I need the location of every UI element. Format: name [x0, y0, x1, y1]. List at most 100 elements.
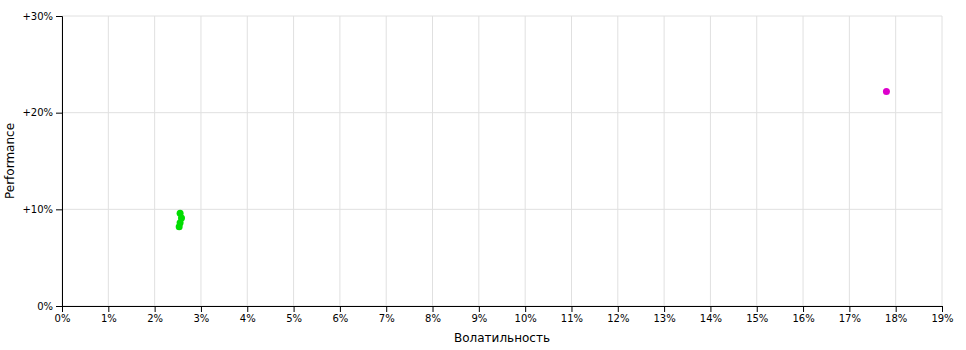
- grid-line-x: [664, 16, 665, 306]
- x-tick-label: 12%: [607, 313, 629, 324]
- grid-line-x: [200, 16, 201, 306]
- x-tick: 16%: [792, 306, 814, 324]
- grid-line-x: [803, 16, 804, 306]
- y-axis: 0% +10% +20% +30%: [22, 11, 62, 312]
- x-tick: 4%: [240, 306, 256, 324]
- x-tick-mark: [942, 306, 943, 312]
- x-tick-label: 15%: [746, 313, 768, 324]
- grid-line-x: [154, 16, 155, 306]
- grid-line-x: [525, 16, 526, 306]
- grid-line-x: [895, 16, 896, 306]
- y-axis-line: [56, 17, 63, 307]
- x-tick-label: 19%: [931, 313, 953, 324]
- point: [176, 223, 183, 230]
- x-tick-label: 2%: [147, 313, 163, 324]
- series: [883, 88, 890, 95]
- x-tick-label: 4%: [240, 313, 256, 324]
- x-tick-mark: [108, 306, 109, 312]
- x-tick-mark: [247, 306, 248, 312]
- x-tick-mark: [525, 306, 526, 312]
- grid-line-x: [710, 16, 711, 306]
- x-tick-label: 1%: [101, 313, 117, 324]
- x-tick-mark: [201, 306, 202, 312]
- y-axis-title: Performance: [3, 123, 17, 199]
- grid-line-x: [478, 16, 479, 306]
- y-tick-label: 0%: [37, 301, 53, 312]
- x-axis: 0% 1% 2% 3% 4% 5% 6% 7% 8% 9% 10% 11% 12% 13% 14% 15% 16…: [55, 306, 954, 324]
- x-tick: 19%: [931, 306, 953, 324]
- grid: [62, 16, 942, 306]
- x-tick-label: 8%: [425, 313, 441, 324]
- x-tick-label: 3%: [194, 313, 210, 324]
- x-tick-label: 9%: [471, 313, 487, 324]
- grid-line-x: [617, 16, 618, 306]
- x-tick: 11%: [561, 306, 583, 324]
- x-tick: 17%: [839, 306, 861, 324]
- x-tick-mark: [340, 306, 341, 312]
- grid-line-x: [942, 16, 943, 306]
- grid-line-x: [339, 16, 340, 306]
- x-tick-label: 5%: [286, 313, 302, 324]
- x-tick: 18%: [885, 306, 907, 324]
- x-tick: 3%: [194, 306, 210, 324]
- grid-line-y: [62, 209, 942, 210]
- x-tick-mark: [386, 306, 387, 312]
- x-tick: 6%: [332, 306, 348, 324]
- points: [176, 88, 890, 230]
- x-tick-mark: [803, 306, 804, 312]
- x-tick-mark: [849, 306, 850, 312]
- x-tick-mark: [757, 306, 758, 312]
- x-axis-title: Волатильность: [454, 331, 550, 345]
- x-tick: 15%: [746, 306, 768, 324]
- x-tick-label: 13%: [653, 313, 675, 324]
- grid-line-y: [62, 16, 942, 17]
- x-tick: 2%: [147, 306, 163, 324]
- x-axis-line: [63, 307, 943, 313]
- grid-line-x: [849, 16, 850, 306]
- grid-line-x: [108, 16, 109, 306]
- x-tick-mark: [571, 306, 572, 312]
- grid-line-x: [432, 16, 433, 306]
- grid-line-y: [62, 112, 942, 113]
- y-tick-label: +10%: [22, 204, 53, 215]
- x-tick-label: 0%: [55, 313, 71, 324]
- plot: 0% 1% 2% 3% 4% 5% 6% 7% 8% 9% 10% 11% 12% 13% 14% 15% 16…: [22, 11, 953, 324]
- x-tick: 8%: [425, 306, 441, 324]
- y-tick: +10%: [22, 204, 62, 215]
- grid-line-x: [293, 16, 294, 306]
- y-tick: +20%: [22, 107, 62, 118]
- x-tick: 10%: [515, 306, 537, 324]
- x-tick-label: 14%: [700, 313, 722, 324]
- y-tick: +30%: [22, 11, 62, 22]
- x-tick-mark: [710, 306, 711, 312]
- x-tick: 9%: [471, 306, 487, 324]
- x-tick: 1%: [101, 306, 117, 324]
- x-tick-label: 6%: [332, 313, 348, 324]
- x-tick-mark: [294, 306, 295, 312]
- x-tick-mark: [664, 306, 665, 312]
- grid-line-x: [756, 16, 757, 306]
- x-tick: 14%: [700, 306, 722, 324]
- y-tick-label: +30%: [22, 11, 53, 22]
- x-tick-label: 16%: [792, 313, 814, 324]
- x-tick-label: 11%: [561, 313, 583, 324]
- x-tick-mark: [433, 306, 434, 312]
- grid-line-x: [386, 16, 387, 306]
- x-tick-mark: [479, 306, 480, 312]
- x-tick-label: 17%: [839, 313, 861, 324]
- y-tick-mark: [56, 16, 62, 17]
- y-tick-label: +20%: [22, 107, 53, 118]
- point: [883, 88, 890, 95]
- x-tick-label: 7%: [379, 313, 395, 324]
- x-tick: 7%: [379, 306, 395, 324]
- x-tick-label: 10%: [515, 313, 537, 324]
- x-tick-mark: [618, 306, 619, 312]
- x-tick-mark: [155, 306, 156, 312]
- x-tick: 5%: [286, 306, 302, 324]
- x-tick: 0%: [55, 306, 71, 324]
- x-tick-mark: [896, 306, 897, 312]
- y-tick-mark: [56, 209, 62, 210]
- chart: 0% 1% 2% 3% 4% 5% 6% 7% 8% 9% 10% 11% 12% 13% 14% 15% 16…: [0, 0, 966, 350]
- x-tick-label: 18%: [885, 313, 907, 324]
- y-tick-mark: [56, 306, 62, 307]
